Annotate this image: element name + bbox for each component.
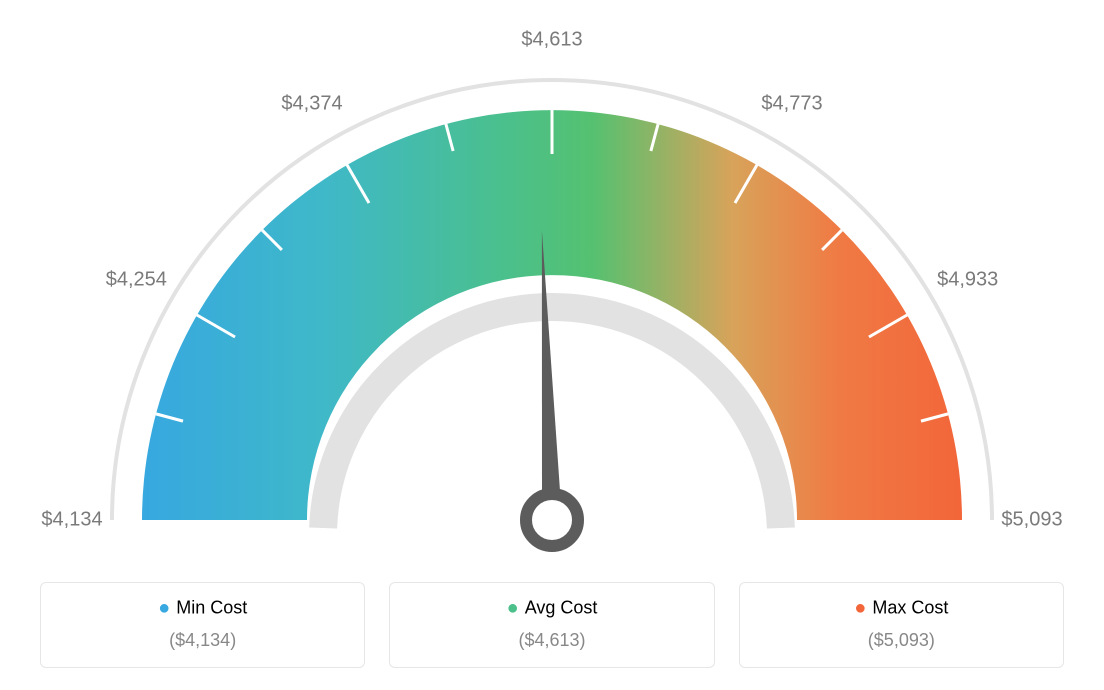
gauge-chart-container: $4,134 $4,254 $4,374 $4,613 $4,773 $4,933 $5,0…	[0, 0, 1104, 690]
legend-card-min: ● Min Cost ($4,134)	[40, 582, 365, 668]
legend-value-max: ($5,093)	[748, 630, 1055, 651]
gauge-tick-label: $4,134	[41, 509, 102, 532]
gauge-tick-label: $4,933	[937, 269, 998, 292]
legend-title-avg: ● Avg Cost	[398, 597, 705, 620]
legend-label-avg: Avg Cost	[525, 597, 598, 617]
legend-value-min: ($4,134)	[49, 630, 356, 651]
legend-row: ● Min Cost ($4,134) ● Avg Cost ($4,613) ● M…	[40, 582, 1064, 668]
legend-card-avg: ● Avg Cost ($4,613)	[389, 582, 714, 668]
gauge-tick-label: $4,254	[106, 269, 167, 292]
gauge-tick-label: $4,773	[761, 93, 822, 116]
legend-card-max: ● Max Cost ($5,093)	[739, 582, 1064, 668]
legend-label-min: Min Cost	[176, 597, 247, 617]
legend-title-min: ● Min Cost	[49, 597, 356, 620]
dot-icon-max: ●	[854, 597, 866, 619]
legend-value-avg: ($4,613)	[398, 630, 705, 651]
gauge-tick-label: $4,374	[281, 93, 342, 116]
legend-label-max: Max Cost	[872, 597, 948, 617]
gauge-tick-label: $5,093	[1001, 509, 1062, 532]
legend-title-max: ● Max Cost	[748, 597, 1055, 620]
gauge-tick-label: $4,613	[521, 29, 582, 52]
gauge-area: $4,134 $4,254 $4,374 $4,613 $4,773 $4,933 $5,0…	[0, 0, 1104, 560]
dot-icon-min: ●	[158, 597, 170, 619]
dot-icon-avg: ●	[507, 597, 519, 619]
